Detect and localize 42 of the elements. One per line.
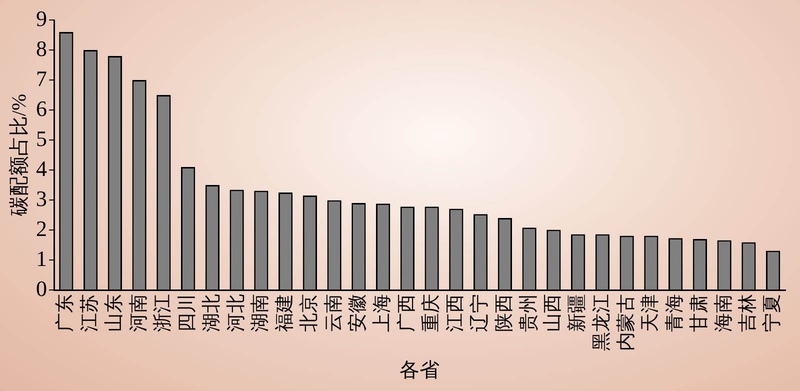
x-tick-label: 内蒙古 (616, 294, 637, 351)
x-tick-label: 海南 (713, 294, 734, 332)
y-tick-label: 3 (36, 186, 47, 211)
x-tick-label: 辽宁 (468, 294, 491, 332)
x-tick-label: 山东 (104, 294, 125, 332)
x-tick-label: 江西 (445, 294, 466, 332)
x-tick-label: 广西 (395, 294, 418, 332)
y-tick-label: 6 (36, 96, 47, 121)
y-tick-label: 5 (36, 126, 47, 151)
x-tick-label: 福建 (274, 294, 296, 332)
y-tick-label: 8 (36, 36, 47, 61)
x-tick-label: 山西 (542, 294, 564, 332)
x-tick-label: 河南 (128, 294, 150, 332)
x-tick-label: 天津 (640, 294, 662, 332)
x-tick-label: 吉林 (738, 294, 759, 332)
x-tick-label: 四川 (177, 294, 198, 332)
x-tick-label: 湖北 (201, 294, 222, 332)
x-tick-label: 甘肃 (688, 294, 710, 332)
x-tick-label: 浙江 (152, 294, 174, 332)
x-tick-label: 贵州 (518, 294, 540, 332)
x-axis-title: 各省 (400, 359, 440, 382)
x-tick-label: 青海 (664, 294, 686, 332)
y-tick-label: 9 (36, 6, 47, 31)
x-tick-label: 黑龙江 (591, 294, 612, 351)
x-tick-label: 安徽 (346, 294, 369, 332)
y-tick-label: 0 (36, 276, 47, 301)
x-tick-label: 重庆 (420, 294, 442, 332)
x-tick-label: 陕西 (494, 294, 515, 332)
y-tick-label: 1 (36, 246, 47, 271)
x-tick-label: 北京 (298, 294, 320, 332)
y-tick-label: 4 (36, 156, 47, 181)
x-tick-label: 湖南 (250, 294, 272, 332)
x-tick-label: 新疆 (566, 294, 588, 332)
x-tick-label: 云南 (323, 294, 344, 332)
y-tick-label: 2 (36, 216, 47, 241)
y-axis-title: 碳配额占比/% (8, 94, 30, 218)
y-tick-label: 7 (36, 66, 47, 91)
x-tick-label: 宁夏 (761, 294, 784, 332)
x-tick-label: 上海 (372, 294, 394, 332)
x-tick-label: 河北 (226, 294, 247, 332)
x-tick-label: 江苏 (80, 294, 101, 332)
x-tick-label: 广东 (54, 294, 76, 332)
